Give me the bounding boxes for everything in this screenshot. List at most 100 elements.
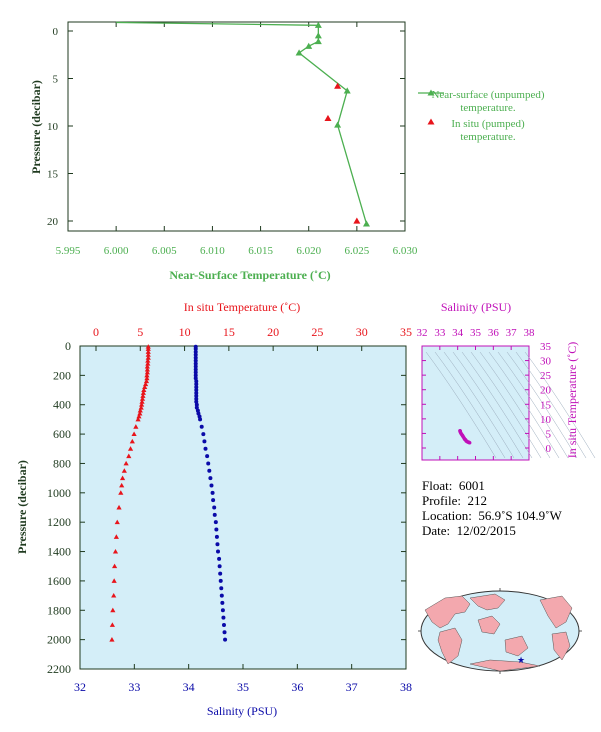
near-surface-xtick-label: 6.030 xyxy=(393,245,418,257)
temperature-point xyxy=(111,578,117,583)
salinity-tick-label: 35 xyxy=(237,680,249,694)
temperature-point xyxy=(144,369,150,375)
pressure-tick-label: 1400 xyxy=(47,545,71,559)
salinity-axis-label: Salinity (PSU) xyxy=(207,704,277,718)
isopycnal-line xyxy=(524,351,596,459)
salinity-point xyxy=(198,417,203,422)
near-surface-panel: 5.995 6.000 6.005 6.010 6.015 6.020 6.025 6.030… xyxy=(29,21,545,282)
pressure-tick-label: 2200 xyxy=(47,662,71,676)
temperature-point xyxy=(114,519,120,525)
near-surface-point xyxy=(314,37,322,45)
salinity-point xyxy=(220,600,225,605)
salinity-point xyxy=(194,388,199,393)
temperature-point xyxy=(113,534,119,539)
salinity-point xyxy=(193,358,198,363)
ts-xtick-label: 32 xyxy=(417,327,428,339)
temperature-point xyxy=(127,446,134,451)
temperature-point xyxy=(119,475,126,481)
salinity-point xyxy=(194,390,199,395)
near-surface-point xyxy=(305,42,313,49)
salinity-point xyxy=(205,454,210,459)
salinity-point xyxy=(217,564,222,569)
temperature-point xyxy=(137,410,143,416)
profile-plot-frame xyxy=(79,345,407,670)
isopycnal-line xyxy=(443,351,515,459)
salinity-point xyxy=(194,382,199,387)
pressure-tick-label: 1600 xyxy=(47,574,71,588)
temperature-point xyxy=(135,416,141,422)
ts-ytick-label: 0 xyxy=(546,443,552,455)
salinity-tick-label: 36 xyxy=(291,680,303,694)
temperature-point xyxy=(144,363,150,369)
temperature-point xyxy=(116,504,122,510)
salinity-point xyxy=(211,498,216,503)
temperature-point xyxy=(112,563,118,569)
near-surface-point xyxy=(343,87,351,94)
temperature-point xyxy=(144,372,150,378)
temperature-point xyxy=(144,375,150,381)
pressure-tick-label: 800 xyxy=(53,456,71,470)
ts-xtick-label: 34 xyxy=(452,327,464,339)
pressure-tick-label: 600 xyxy=(53,427,71,441)
near-surface-ytick-label: 15 xyxy=(47,169,59,181)
salinity-point xyxy=(193,352,198,357)
ts-ylabel: In situ Temperature (˚C) xyxy=(565,342,579,459)
pressure-tick-label: 400 xyxy=(53,398,71,412)
isopycnal-line xyxy=(488,351,560,459)
near-surface-point xyxy=(334,121,342,128)
ts-ytick-label: 15 xyxy=(540,399,552,411)
ts-xtick-label: 37 xyxy=(506,327,518,339)
isopycnal-line xyxy=(515,351,587,459)
near-surface-xlabel: Near-Surface Temperature (˚C) xyxy=(169,268,330,282)
salinity-point xyxy=(194,393,199,398)
salinity-point xyxy=(193,370,198,375)
ts-ytick-label: 10 xyxy=(540,414,552,426)
temperature-tick-label: 30 xyxy=(356,325,368,339)
legend-marker-in-situ xyxy=(427,118,435,125)
date-label: Date: xyxy=(422,523,451,538)
near-surface-xtick-label: 6.005 xyxy=(152,245,177,257)
near-surface-legend: Near-surface (unpumped) temperature. In s… xyxy=(418,89,545,143)
ts-xtick-label: 35 xyxy=(470,327,482,339)
temperature-point xyxy=(109,637,115,642)
profile-panel: 0 5 10 15 20 25 30 35 32 33 34 35 36 37 38 0 200 400 600 80… xyxy=(15,300,412,718)
temperature-point xyxy=(126,453,132,459)
ts-plot-frame xyxy=(421,345,530,461)
temperature-point xyxy=(112,548,119,554)
salinity-point xyxy=(194,402,199,407)
salinity-point xyxy=(194,379,199,384)
ts-xtick-label: 33 xyxy=(434,327,446,339)
near-surface-ytick-label: 0 xyxy=(53,26,59,38)
ts-ytick-label: 5 xyxy=(546,428,552,440)
isopycnal-line xyxy=(479,351,551,459)
pressure-tick-label: 1000 xyxy=(47,486,71,500)
near-surface-ylabel: Pressure (decibar) xyxy=(29,80,43,174)
ts-xtick-label: 38 xyxy=(524,327,536,339)
near-surface-ytick-label: 10 xyxy=(47,121,59,133)
near-surface-plot-frame xyxy=(67,21,406,232)
isopycnal-line xyxy=(470,351,542,459)
temperature-tick-label: 35 xyxy=(400,325,412,339)
temperature-point xyxy=(109,622,115,627)
temperature-point xyxy=(111,592,117,598)
salinity-point xyxy=(193,361,198,366)
temperature-point xyxy=(136,413,142,419)
salinity-point xyxy=(194,385,199,390)
in-situ-point xyxy=(353,217,361,224)
ts-panel: 32 33 34 35 36 37 38 0 5 10 15 20 25 30 35 Salinity (P… xyxy=(417,300,596,461)
float-value: 6001 xyxy=(458,478,485,493)
salinity-point xyxy=(209,483,214,488)
temperature-point xyxy=(145,346,151,351)
temperature-point xyxy=(131,431,137,437)
temperature-point xyxy=(110,607,116,613)
near-surface-xtick-label: 6.010 xyxy=(200,245,225,257)
salinity-point xyxy=(218,571,223,576)
temperature-point xyxy=(141,387,147,392)
temperature-point xyxy=(123,460,129,466)
temperature-point xyxy=(129,438,135,444)
salinity-point xyxy=(193,364,198,369)
temperature-point xyxy=(143,378,150,384)
ts-ytick-label: 25 xyxy=(540,370,552,382)
salinity-point xyxy=(216,549,221,554)
